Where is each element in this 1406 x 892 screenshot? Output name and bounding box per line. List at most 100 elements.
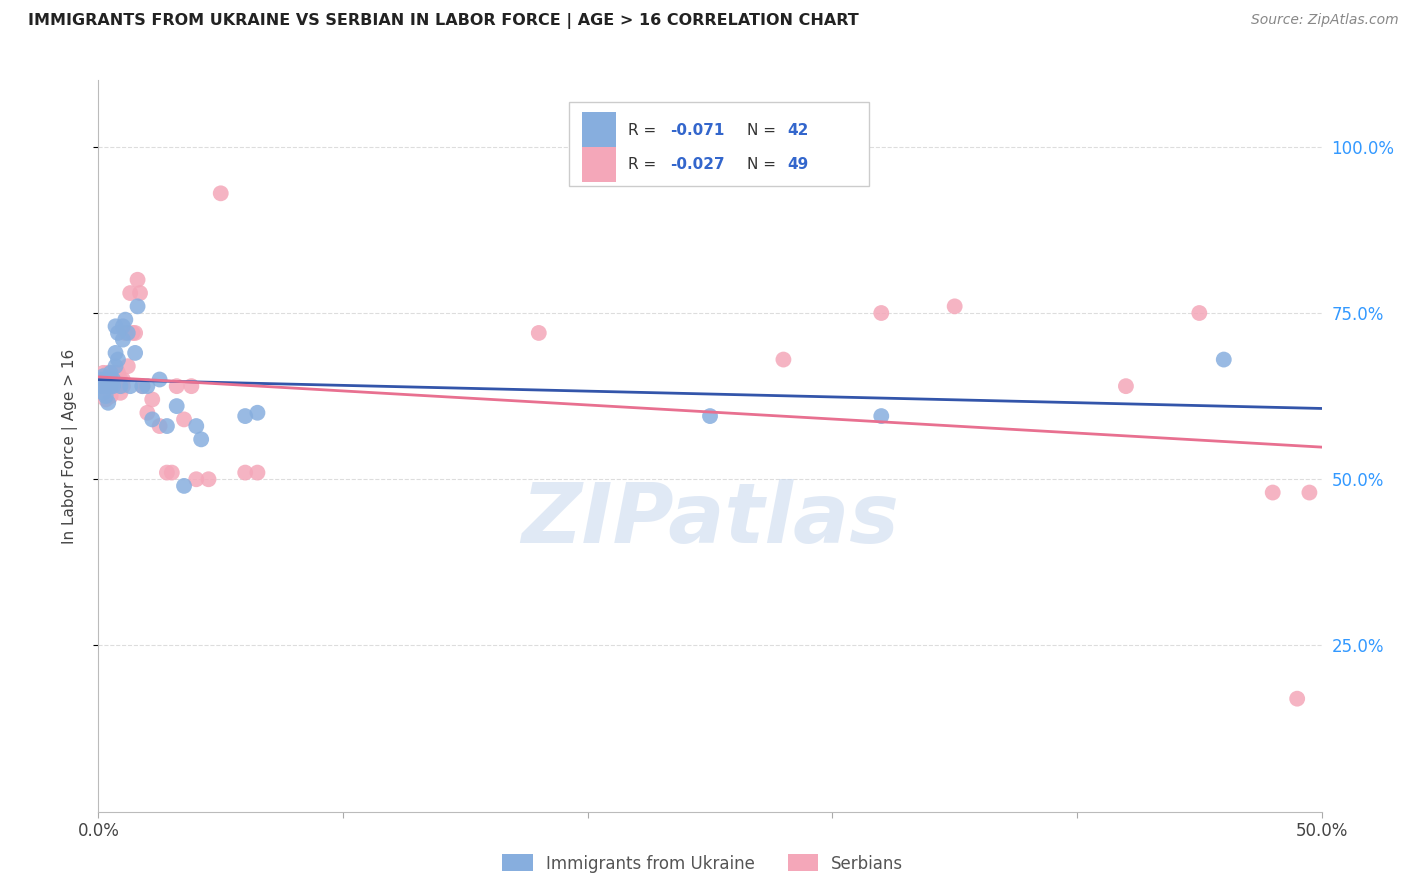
Point — [97, 376, 120, 390]
Point — [94, 392, 117, 407]
Point — [246, 466, 269, 480]
Point — [101, 379, 124, 393]
Point — [120, 379, 142, 393]
Point — [233, 466, 256, 480]
Point — [107, 366, 129, 380]
Point — [173, 412, 195, 426]
Point — [104, 379, 127, 393]
Point — [1212, 352, 1234, 367]
Text: 42: 42 — [787, 122, 808, 137]
Point — [136, 406, 159, 420]
Point — [97, 366, 120, 380]
Text: -0.027: -0.027 — [669, 157, 724, 172]
Point — [104, 366, 127, 380]
Point — [100, 372, 122, 386]
Point — [117, 359, 139, 374]
Point — [104, 319, 127, 334]
Point — [107, 352, 129, 367]
Point — [131, 379, 153, 393]
Point — [107, 326, 129, 340]
Point — [111, 319, 134, 334]
Point — [94, 372, 117, 386]
Point — [772, 352, 794, 367]
Point — [1286, 691, 1309, 706]
Point — [129, 286, 152, 301]
Point — [1298, 485, 1320, 500]
Point — [1261, 485, 1284, 500]
Point — [699, 409, 721, 423]
Point — [209, 186, 232, 201]
Point — [110, 379, 132, 393]
Point — [156, 466, 179, 480]
Text: R =: R = — [628, 122, 661, 137]
Point — [149, 372, 172, 386]
Point — [190, 433, 212, 447]
Point — [124, 326, 146, 340]
Point — [166, 399, 188, 413]
Bar — [582, 112, 616, 147]
Point — [110, 372, 132, 386]
Point — [127, 299, 149, 313]
Point — [97, 396, 120, 410]
Text: ZIPatlas: ZIPatlas — [522, 479, 898, 559]
FancyBboxPatch shape — [569, 103, 869, 186]
Point — [114, 312, 136, 326]
Text: IMMIGRANTS FROM UKRAINE VS SERBIAN IN LABOR FORCE | AGE > 16 CORRELATION CHART: IMMIGRANTS FROM UKRAINE VS SERBIAN IN LA… — [28, 13, 859, 29]
Point — [156, 419, 179, 434]
Point — [101, 366, 124, 380]
Point — [246, 406, 269, 420]
Point — [870, 409, 893, 423]
Point — [124, 346, 146, 360]
Point — [943, 299, 966, 313]
Text: N =: N = — [747, 157, 780, 172]
Point — [131, 379, 153, 393]
Point — [91, 379, 114, 393]
Point — [100, 379, 122, 393]
Point — [160, 466, 183, 480]
Text: R =: R = — [628, 157, 661, 172]
Point — [90, 379, 112, 393]
Text: Source: ZipAtlas.com: Source: ZipAtlas.com — [1251, 13, 1399, 28]
Point — [233, 409, 256, 423]
Point — [94, 372, 117, 386]
Point — [870, 306, 893, 320]
Text: -0.071: -0.071 — [669, 122, 724, 137]
Point — [90, 372, 112, 386]
Point — [111, 379, 134, 393]
Y-axis label: In Labor Force | Age > 16: In Labor Force | Age > 16 — [62, 349, 77, 543]
Point — [141, 392, 163, 407]
Point — [136, 379, 159, 393]
Point — [1115, 379, 1137, 393]
Point — [104, 359, 127, 374]
Point — [107, 379, 129, 393]
Point — [186, 419, 208, 434]
Point — [1188, 306, 1211, 320]
Point — [166, 379, 188, 393]
Text: 49: 49 — [787, 157, 808, 172]
Point — [100, 379, 122, 393]
Point — [91, 379, 114, 393]
Point — [101, 379, 124, 393]
Point — [173, 479, 195, 493]
Point — [111, 372, 134, 386]
Point — [100, 389, 122, 403]
Point — [114, 326, 136, 340]
Point — [527, 326, 550, 340]
Point — [94, 389, 117, 403]
Point — [90, 379, 112, 393]
Point — [180, 379, 202, 393]
Point — [197, 472, 219, 486]
Point — [94, 379, 117, 393]
Point — [104, 346, 127, 360]
Point — [149, 419, 172, 434]
Point — [120, 286, 142, 301]
Text: N =: N = — [747, 122, 780, 137]
Point — [127, 273, 149, 287]
Point — [121, 326, 143, 340]
Point — [186, 472, 208, 486]
Legend: Immigrants from Ukraine, Serbians: Immigrants from Ukraine, Serbians — [496, 847, 910, 880]
Point — [141, 412, 163, 426]
Point — [100, 366, 122, 380]
Point — [91, 369, 114, 384]
Point — [101, 372, 124, 386]
